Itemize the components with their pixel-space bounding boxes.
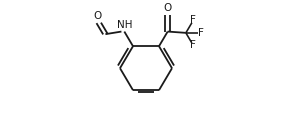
Text: F: F (190, 15, 196, 25)
Text: NH: NH (117, 20, 132, 30)
Text: F: F (190, 40, 196, 51)
Text: O: O (93, 11, 101, 21)
Text: F: F (198, 28, 204, 38)
Text: O: O (164, 3, 172, 13)
